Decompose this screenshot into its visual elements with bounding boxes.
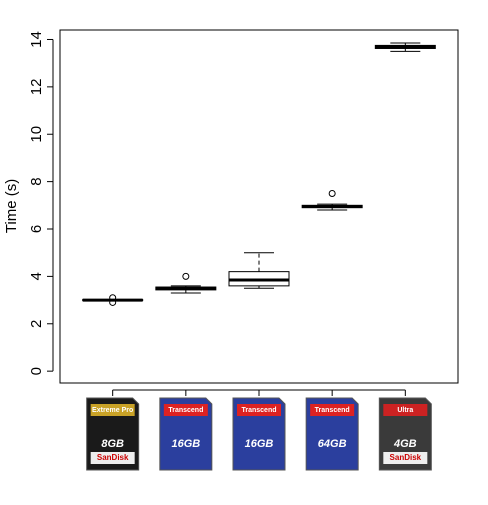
card-text: 16GB — [245, 438, 274, 450]
y-tick-label: 6 — [28, 225, 45, 233]
outlier — [328, 189, 336, 197]
card-band — [90, 452, 135, 464]
y-axis-label: Time (s) — [3, 179, 20, 233]
card-image: Transcend 16GB — [159, 397, 213, 471]
card-band — [383, 404, 428, 416]
card-band — [237, 404, 281, 416]
card-text: Transcend — [168, 407, 203, 414]
outlier — [182, 272, 190, 280]
card-text: 4GB — [393, 438, 417, 450]
card-text: Transcend — [315, 407, 350, 414]
y-tick-label: 14 — [28, 31, 45, 48]
card-text: Extreme Pro — [92, 407, 133, 414]
card-image: Ultra 4GB SanDisk — [378, 397, 432, 471]
card-text: Ultra — [397, 407, 413, 414]
card-band — [163, 404, 208, 416]
card-text: 8GB — [101, 438, 124, 450]
y-tick-label: 0 — [28, 367, 45, 375]
y-tick-label: 10 — [28, 126, 45, 143]
card-text: 16GB — [171, 438, 200, 450]
card-image: Transcend 64GB — [305, 397, 359, 471]
card-text: Transcend — [241, 407, 276, 414]
card-text: SanDisk — [390, 453, 422, 462]
card-band — [310, 404, 355, 416]
card-band — [90, 404, 135, 416]
card-image: Transcend 16GB — [232, 397, 286, 471]
y-tick-label: 2 — [28, 320, 45, 328]
y-tick-label: 8 — [28, 177, 45, 185]
card-text: SanDisk — [97, 453, 129, 462]
outlier — [109, 298, 117, 306]
plot-frame — [59, 29, 459, 384]
y-tick-label: 12 — [28, 79, 45, 96]
outlier — [109, 294, 117, 302]
y-tick-label: 4 — [28, 272, 45, 280]
card-text: 64GB — [318, 438, 347, 450]
card-band — [383, 452, 428, 464]
card-image: Extreme Pro 8GB SanDisk — [86, 397, 140, 471]
